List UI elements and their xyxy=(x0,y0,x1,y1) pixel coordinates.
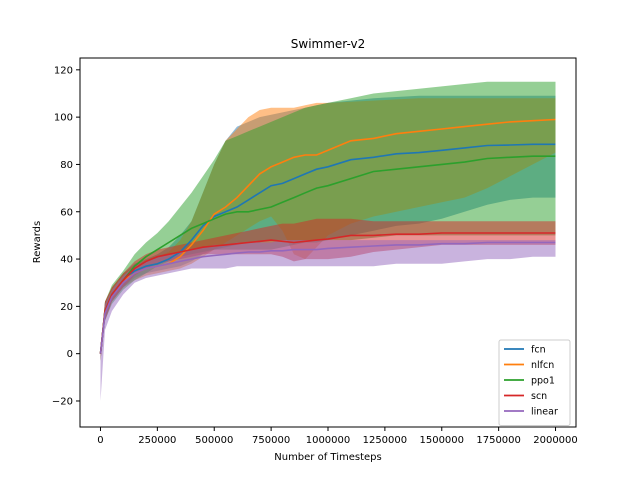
x-tick-label: 1750000 xyxy=(476,435,521,446)
x-tick-label: 2000000 xyxy=(533,435,578,446)
line-ppo1 xyxy=(99,155,556,354)
line-fcn xyxy=(99,143,556,354)
x-tick-label: 0 xyxy=(97,435,103,446)
line-linear xyxy=(99,241,556,354)
y-tick-label: 80 xyxy=(60,160,73,171)
y-tick-label: 20 xyxy=(60,302,73,313)
x-tick-label: 1000000 xyxy=(306,435,351,446)
x-axis-label: Number of Timesteps xyxy=(274,452,381,463)
y-tick-label: 60 xyxy=(60,207,73,218)
y-axis-label: Rewards xyxy=(32,221,43,263)
x-tick-label: 250000 xyxy=(138,435,176,446)
y-tick-label: 100 xyxy=(54,113,73,124)
legend-label-scn: scn xyxy=(531,391,547,402)
legend-label-linear: linear xyxy=(531,407,558,418)
x-tick-label: 500000 xyxy=(195,435,233,446)
legend-label-nlfcn: nlfcn xyxy=(531,360,554,371)
y-tick-label: 120 xyxy=(54,65,73,76)
x-axis-ticks: 0 250000 500000 750000 1000000 1250000 1500000… xyxy=(97,427,578,446)
y-axis-ticks: −20 0 20 40 60 80 100 120 xyxy=(52,65,80,407)
legend-box xyxy=(498,339,571,426)
chart-title: Swimmer-v2 xyxy=(291,37,365,51)
legend-label-ppo1: ppo1 xyxy=(531,376,555,387)
line-scn xyxy=(99,232,556,354)
band-linear xyxy=(100,240,556,401)
y-tick-label: 40 xyxy=(60,255,73,266)
x-tick-label: 1500000 xyxy=(419,435,464,446)
legend: fcn nlfcn ppo1 scn linear xyxy=(498,339,571,426)
series-lines xyxy=(99,118,556,354)
legend-label-fcn: fcn xyxy=(531,345,546,356)
x-tick-label: 750000 xyxy=(252,435,290,446)
y-tick-label: −20 xyxy=(52,396,73,407)
y-tick-label: 0 xyxy=(67,349,73,360)
x-tick-label: 1250000 xyxy=(363,435,408,446)
